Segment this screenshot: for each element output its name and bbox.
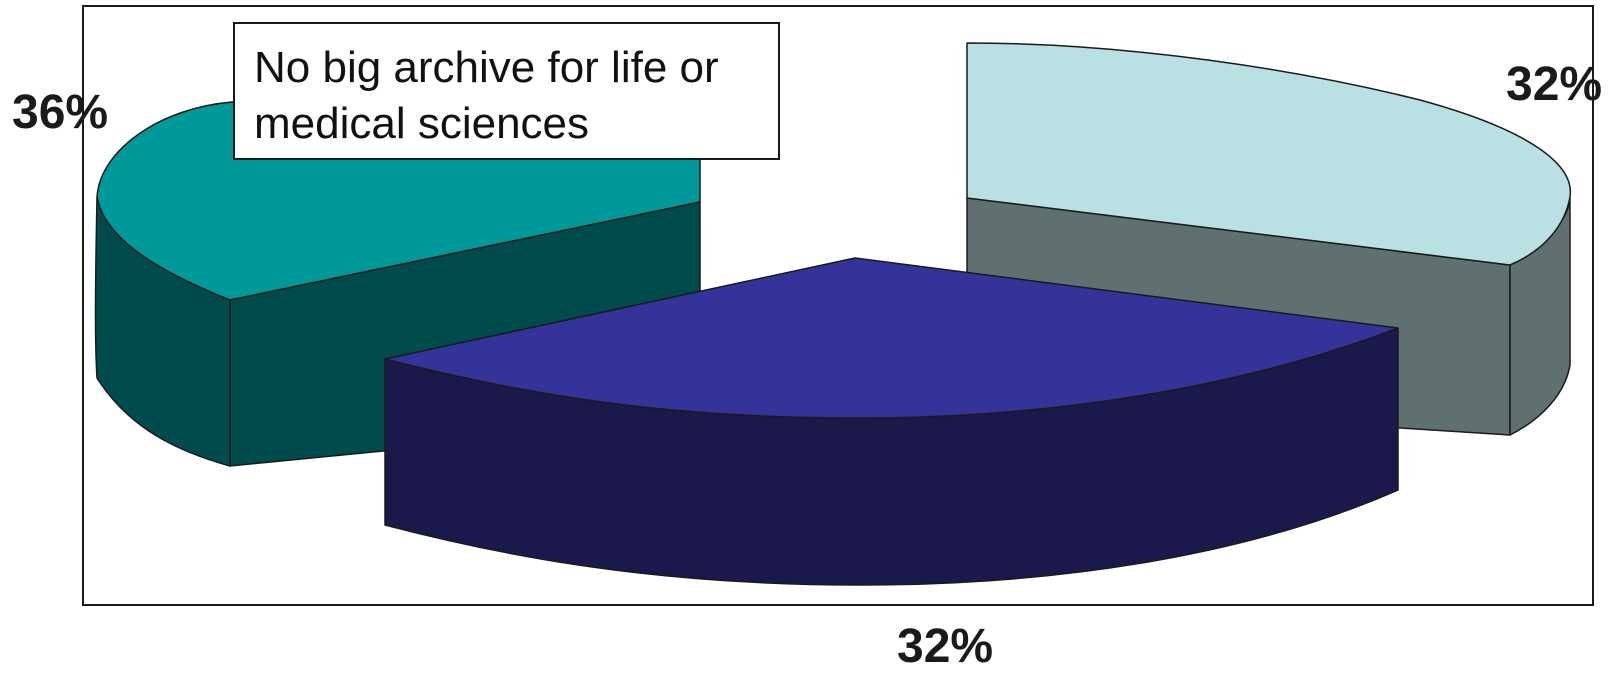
- pie-slice-3: [384, 257, 1399, 586]
- pie-slice-2-value-label: 32%: [1506, 58, 1602, 111]
- pie-slice-1-value-label: 36%: [12, 86, 108, 139]
- pie-slice-2-top: [966, 42, 1572, 266]
- annotation-box: [233, 22, 780, 160]
- pie-slice-3-value-label: 32%: [897, 620, 993, 673]
- pie-slice-3-top: [384, 257, 1399, 419]
- annotation-text-line-2: medical sciences: [254, 99, 589, 148]
- annotation-text-line-1: No big archive for life or: [254, 43, 719, 92]
- annotation-callout: No big archive for life or medical scien…: [233, 22, 780, 160]
